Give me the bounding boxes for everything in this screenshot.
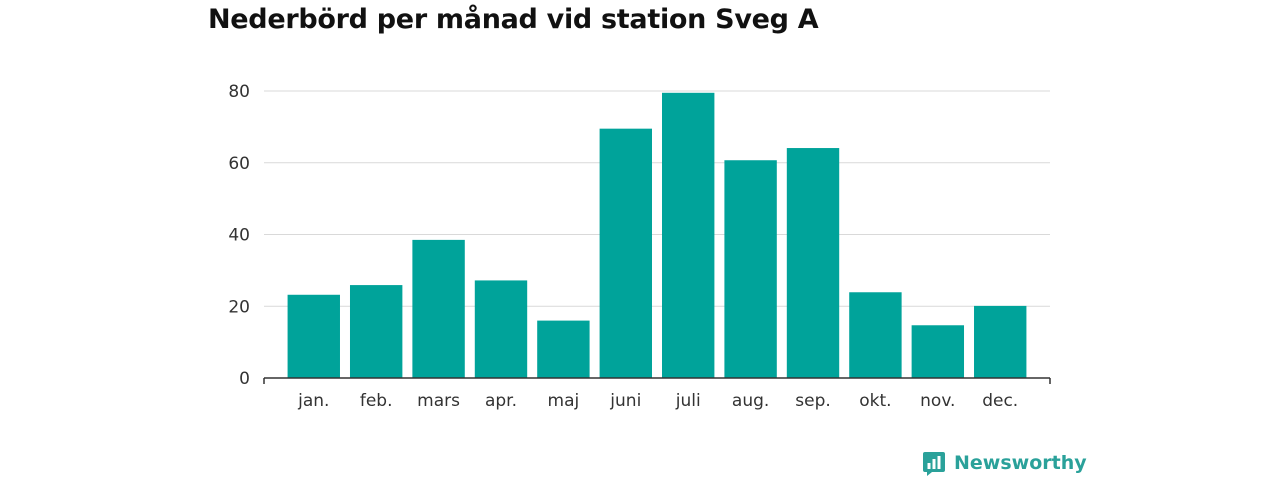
x-tick-label: feb. (360, 391, 393, 411)
bar-mars (412, 239, 465, 378)
bar-okt (849, 292, 902, 378)
bar-jan (287, 294, 340, 378)
bar-dec (974, 305, 1027, 378)
x-tick-label: dec. (982, 391, 1018, 411)
bar-nov (911, 325, 965, 378)
newsworthy-logo: Newsworthy (922, 450, 1087, 476)
bar-sep (786, 148, 840, 378)
x-tick-label: maj (548, 391, 580, 411)
y-tick-label: 20 (228, 297, 250, 317)
x-tick-label: jan. (297, 391, 329, 411)
y-tick-label: 80 (228, 82, 250, 102)
bar-aug (724, 160, 777, 378)
x-tick-label: juli (675, 391, 701, 411)
x-tick-label: sep. (795, 391, 831, 411)
bar-apr (474, 280, 528, 378)
x-tick-label: apr. (485, 391, 517, 411)
x-tick-label: mars (417, 391, 460, 411)
brand-name: Newsworthy (954, 452, 1087, 474)
x-tick-label: okt. (859, 391, 891, 411)
y-tick-label: 40 (228, 226, 250, 246)
x-tick-label: aug. (732, 391, 769, 411)
y-tick-label: 0 (239, 369, 250, 389)
bar-juli (662, 92, 715, 378)
bar-maj (537, 320, 590, 378)
bar-juni (599, 128, 652, 378)
bar-feb (349, 285, 403, 378)
y-tick-label: 60 (228, 154, 250, 174)
x-tick-label: juni (609, 391, 641, 411)
bar-chart-icon (923, 452, 945, 476)
x-tick-label: nov. (920, 391, 955, 411)
chart-title: Nederbörd per månad vid station Sveg A (208, 4, 819, 35)
